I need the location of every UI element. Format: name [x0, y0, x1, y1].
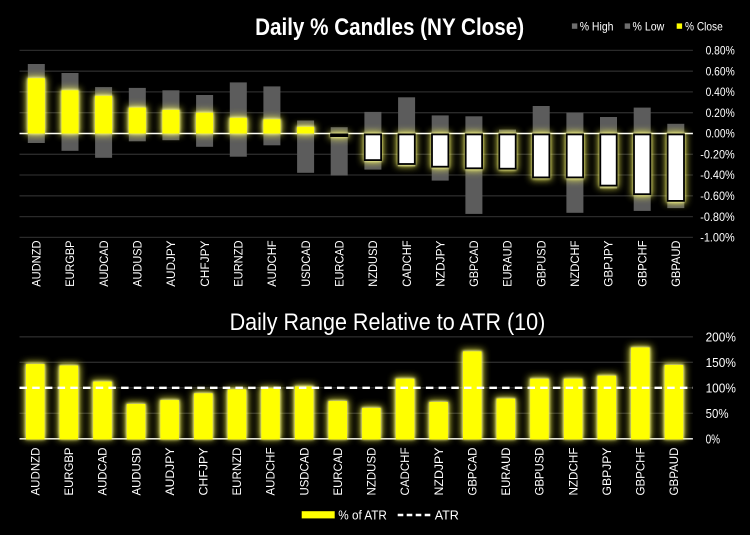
- svg-text:0.60%: 0.60%: [706, 64, 735, 78]
- svg-text:Daily Range Relative to ATR (1: Daily Range Relative to ATR (10): [230, 309, 546, 336]
- svg-text:-0.20%: -0.20%: [700, 148, 735, 162]
- svg-text:100%: 100%: [706, 381, 736, 395]
- svg-text:GBPJPY: GBPJPY: [602, 241, 616, 287]
- svg-text:% Low: % Low: [633, 20, 665, 34]
- svg-text:CADCHF: CADCHF: [400, 241, 414, 287]
- svg-text:NZDCHF: NZDCHF: [566, 448, 580, 496]
- svg-text:EURNZD: EURNZD: [230, 447, 244, 495]
- svg-text:EURAUD: EURAUD: [501, 240, 515, 287]
- svg-text:USDCAD: USDCAD: [297, 447, 311, 495]
- svg-text:EURNZD: EURNZD: [232, 240, 246, 287]
- svg-text:0.20%: 0.20%: [706, 106, 735, 120]
- svg-text:AUDCHF: AUDCHF: [265, 241, 279, 287]
- svg-text:-0.80%: -0.80%: [700, 210, 735, 224]
- svg-text:0.80%: 0.80%: [706, 44, 735, 58]
- svg-text:NZDUSD: NZDUSD: [365, 447, 379, 495]
- svg-text:200%: 200%: [706, 330, 736, 344]
- svg-text:GBPCHF: GBPCHF: [635, 241, 649, 287]
- svg-text:GBPCHF: GBPCHF: [634, 448, 648, 496]
- svg-text:AUDCHF: AUDCHF: [264, 448, 278, 496]
- svg-text:NZDCHF: NZDCHF: [568, 241, 582, 287]
- svg-text:AUDCAD: AUDCAD: [96, 447, 110, 495]
- svg-text:0.00%: 0.00%: [706, 127, 735, 141]
- svg-text:GBPUSD: GBPUSD: [534, 240, 548, 287]
- svg-text:Daily % Candles (NY Close): Daily % Candles (NY Close): [255, 14, 524, 41]
- svg-text:GBPUSD: GBPUSD: [533, 447, 547, 495]
- svg-text:EURCAD: EURCAD: [331, 447, 345, 495]
- svg-text:CHFJPY: CHFJPY: [197, 448, 211, 496]
- svg-text:NZDUSD: NZDUSD: [366, 240, 380, 287]
- svg-text:GBPJPY: GBPJPY: [600, 448, 614, 496]
- svg-text:150%: 150%: [706, 356, 736, 370]
- svg-text:EURAUD: EURAUD: [499, 447, 513, 495]
- svg-text:AUDUSD: AUDUSD: [131, 240, 145, 287]
- svg-text:AUDUSD: AUDUSD: [129, 447, 143, 495]
- svg-text:NZDJPY: NZDJPY: [433, 241, 447, 287]
- svg-text:0.40%: 0.40%: [706, 85, 735, 99]
- svg-text:% High: % High: [580, 20, 614, 34]
- svg-text:EURCAD: EURCAD: [332, 240, 346, 287]
- svg-text:NZDJPY: NZDJPY: [432, 448, 446, 496]
- svg-text:EURGBP: EURGBP: [63, 241, 77, 287]
- svg-text:% of ATR: % of ATR: [338, 508, 387, 523]
- svg-text:ATR: ATR: [435, 508, 459, 523]
- svg-text:-0.40%: -0.40%: [700, 168, 735, 182]
- svg-text:% Close: % Close: [685, 20, 723, 34]
- svg-text:GBPCAD: GBPCAD: [466, 447, 480, 495]
- svg-text:USDCAD: USDCAD: [299, 240, 313, 287]
- svg-text:-1.00%: -1.00%: [700, 231, 735, 245]
- svg-text:-0.60%: -0.60%: [700, 189, 735, 203]
- svg-text:EURGBP: EURGBP: [62, 448, 76, 496]
- svg-text:AUDNZD: AUDNZD: [28, 447, 42, 495]
- svg-text:GBPAUD: GBPAUD: [667, 447, 681, 495]
- svg-text:AUDJPY: AUDJPY: [164, 241, 178, 287]
- svg-text:CHFJPY: CHFJPY: [198, 241, 212, 287]
- svg-text:AUDNZD: AUDNZD: [30, 240, 44, 287]
- svg-text:CADCHF: CADCHF: [398, 448, 412, 496]
- svg-text:GBPCAD: GBPCAD: [467, 240, 481, 287]
- svg-text:0%: 0%: [706, 432, 721, 446]
- svg-text:AUDJPY: AUDJPY: [163, 448, 177, 496]
- svg-text:50%: 50%: [706, 407, 729, 421]
- svg-text:GBPAUD: GBPAUD: [669, 240, 683, 287]
- svg-text:AUDCAD: AUDCAD: [97, 240, 111, 287]
